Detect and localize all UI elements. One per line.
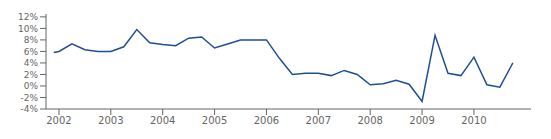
svg-text:-2%: -2% <box>20 93 38 103</box>
svg-text:2009: 2009 <box>409 115 434 126</box>
svg-text:10%: 10% <box>18 24 38 34</box>
svg-text:2%: 2% <box>24 70 39 80</box>
svg-text:8%: 8% <box>24 35 39 45</box>
svg-text:4%: 4% <box>24 58 39 68</box>
svg-text:6%: 6% <box>24 47 39 57</box>
svg-text:0%: 0% <box>24 81 39 91</box>
svg-text:2002: 2002 <box>46 115 71 126</box>
svg-text:2010: 2010 <box>461 115 486 126</box>
svg-text:2003: 2003 <box>98 115 123 126</box>
svg-text:2008: 2008 <box>357 115 382 126</box>
svg-text:2004: 2004 <box>150 115 175 126</box>
svg-text:12%: 12% <box>18 12 38 22</box>
svg-text:2005: 2005 <box>202 115 227 126</box>
svg-text:2007: 2007 <box>306 115 331 126</box>
svg-text:2006: 2006 <box>254 115 279 126</box>
svg-text:-4%: -4% <box>20 104 38 114</box>
